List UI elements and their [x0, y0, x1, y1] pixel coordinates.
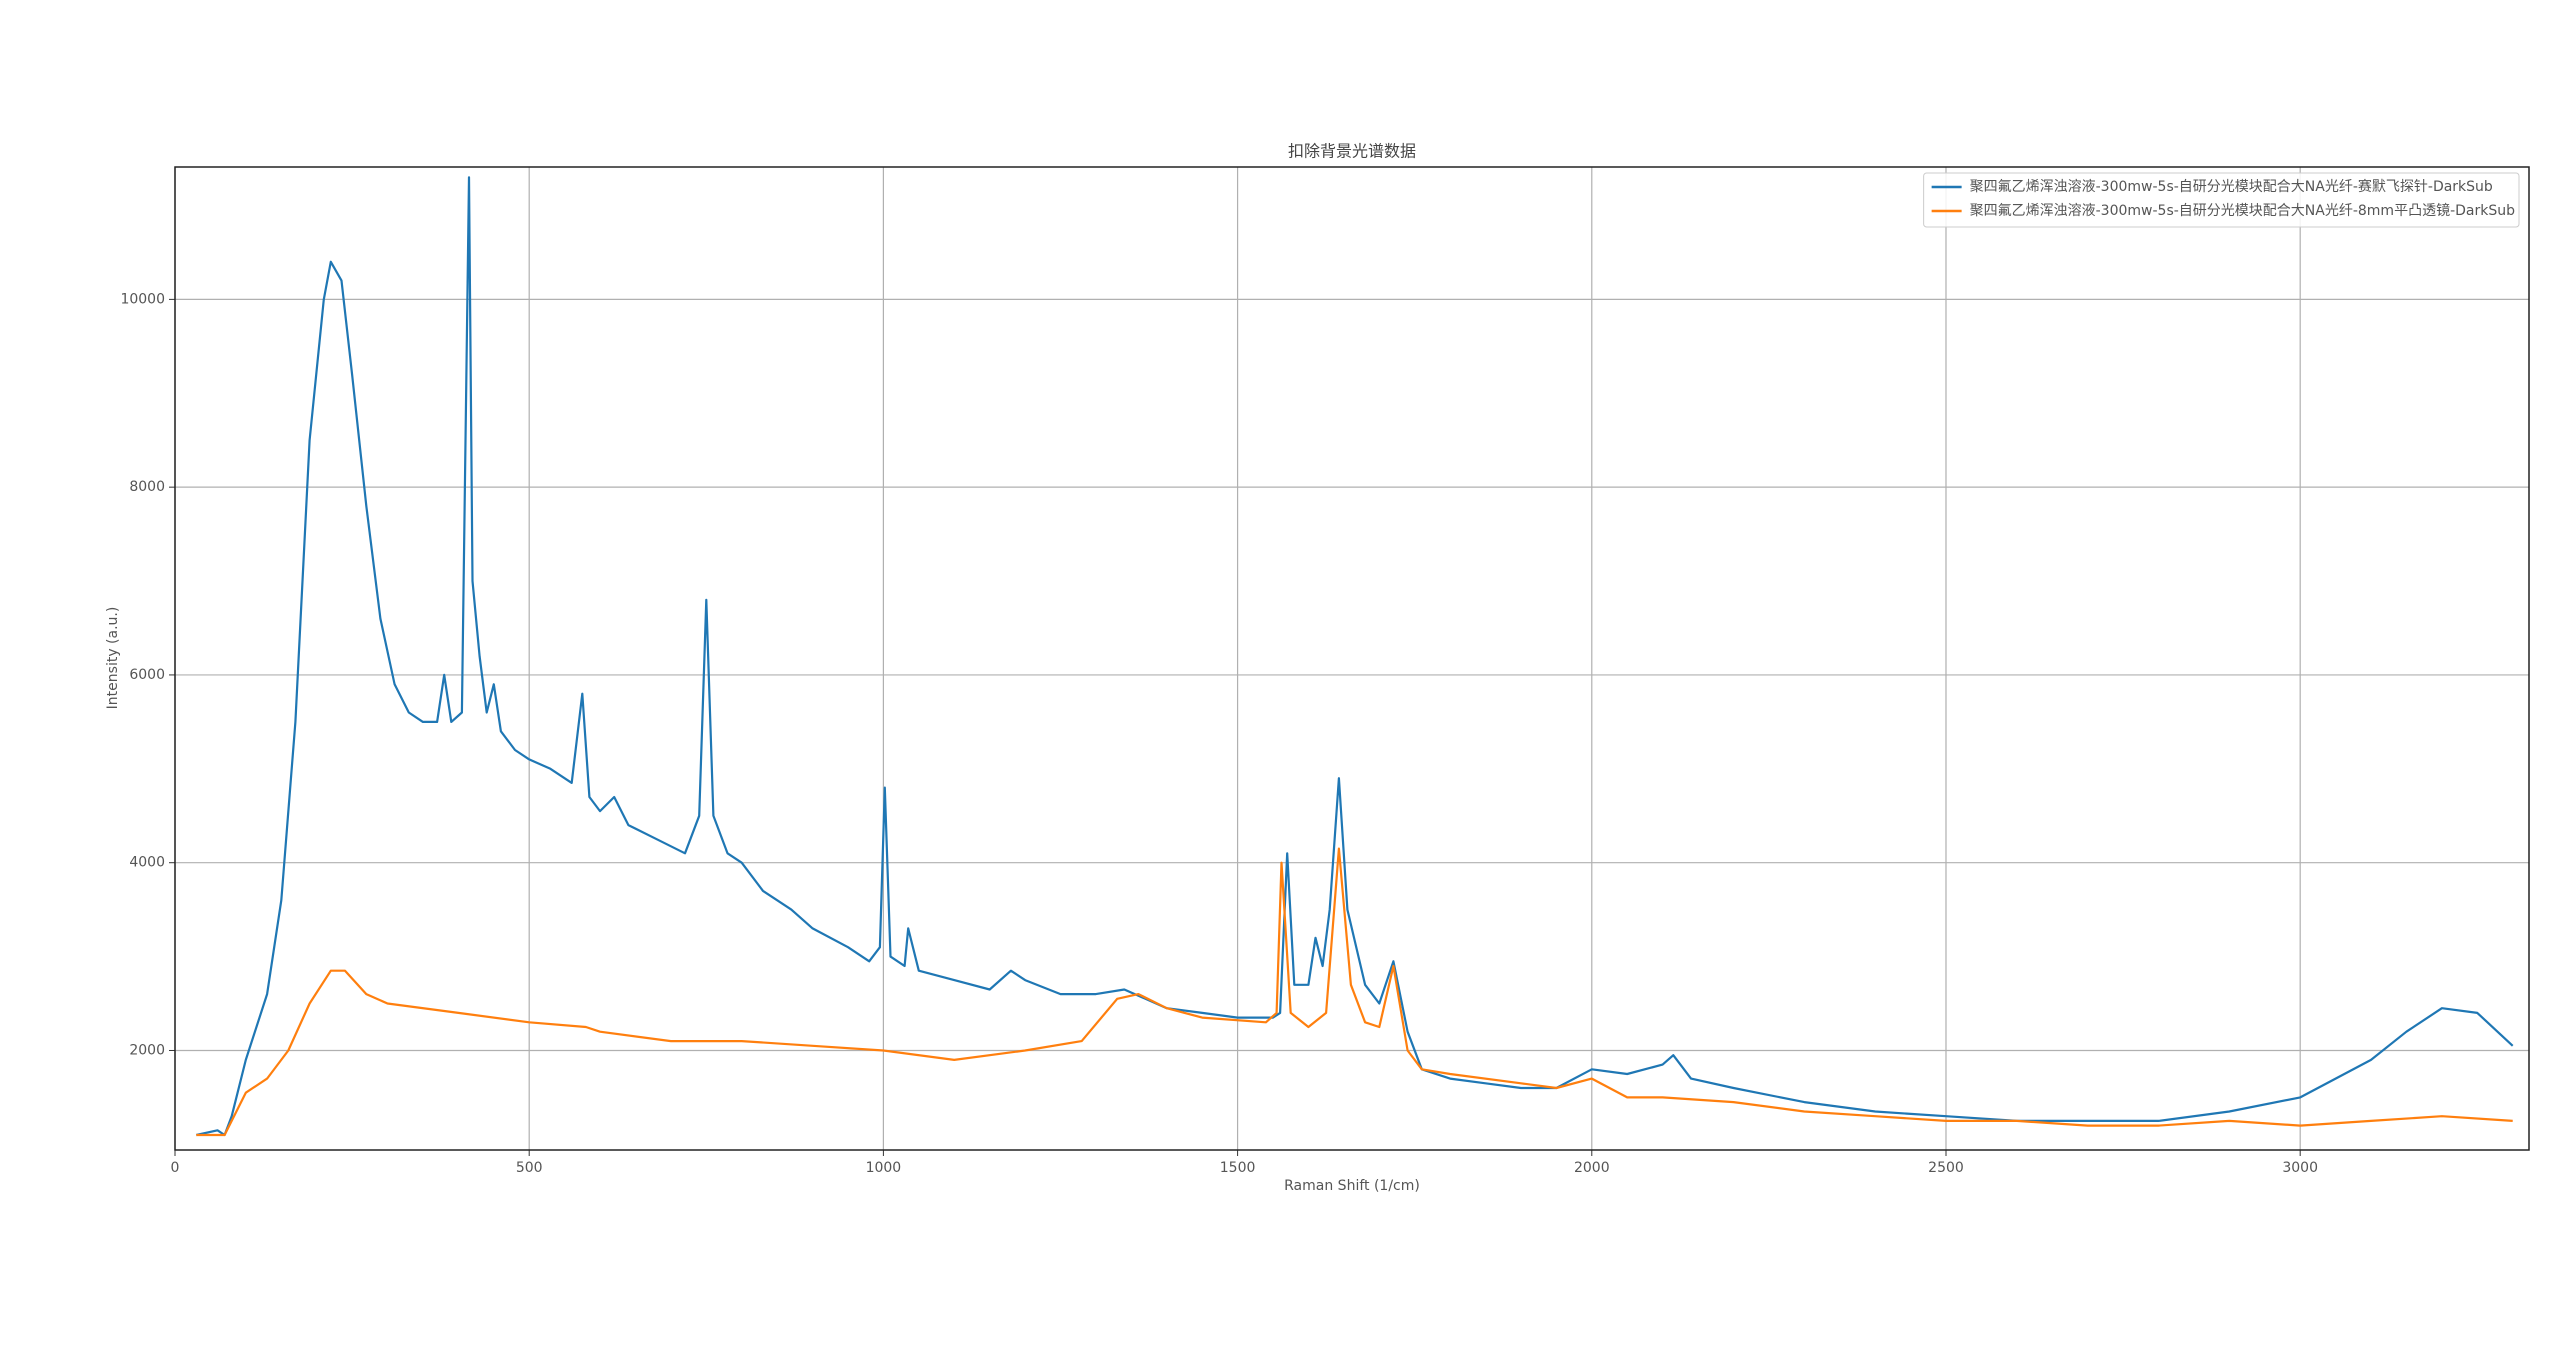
x-tick-label: 1500	[1220, 1160, 1256, 1176]
y-tick-label: 2000	[129, 1042, 165, 1058]
y-tick-label: 6000	[129, 667, 165, 683]
y-tick-label: 10000	[120, 291, 165, 307]
plot-frame	[174, 166, 2530, 1151]
x-tick-label: 2000	[1574, 1160, 1610, 1176]
x-tick-label: 0	[171, 1160, 180, 1176]
x-tick-label: 3000	[2282, 1160, 2318, 1176]
x-axis-label: Raman Shift (1/cm)	[1284, 1178, 1420, 1194]
y-tick-label: 4000	[129, 855, 165, 871]
legend-box	[1923, 172, 2520, 228]
y-tick-label: 8000	[129, 479, 165, 495]
legend: 聚四氟乙烯浑浊溶液-300mw-5s-自研分光模块配合大NA光纤-赛默飞探针-D…	[1923, 172, 2520, 228]
series-line	[196, 847, 2513, 1137]
x-tick-label: 1000	[866, 1160, 902, 1176]
x-tick-label: 500	[516, 1160, 543, 1176]
x-tick-label: 2500	[1928, 1160, 1964, 1176]
legend-label: 聚四氟乙烯浑浊溶液-300mw-5s-自研分光模块配合大NA光纤-8mm平凸透镜…	[1970, 203, 2515, 219]
series-line	[196, 176, 2514, 1137]
legend-label: 聚四氟乙烯浑浊溶液-300mw-5s-自研分光模块配合大NA光纤-赛默飞探针-D…	[1970, 179, 2493, 195]
chart-title: 扣除背景光谱数据	[1288, 142, 1416, 161]
y-axis-label: Intensity (a.u.)	[105, 607, 121, 710]
